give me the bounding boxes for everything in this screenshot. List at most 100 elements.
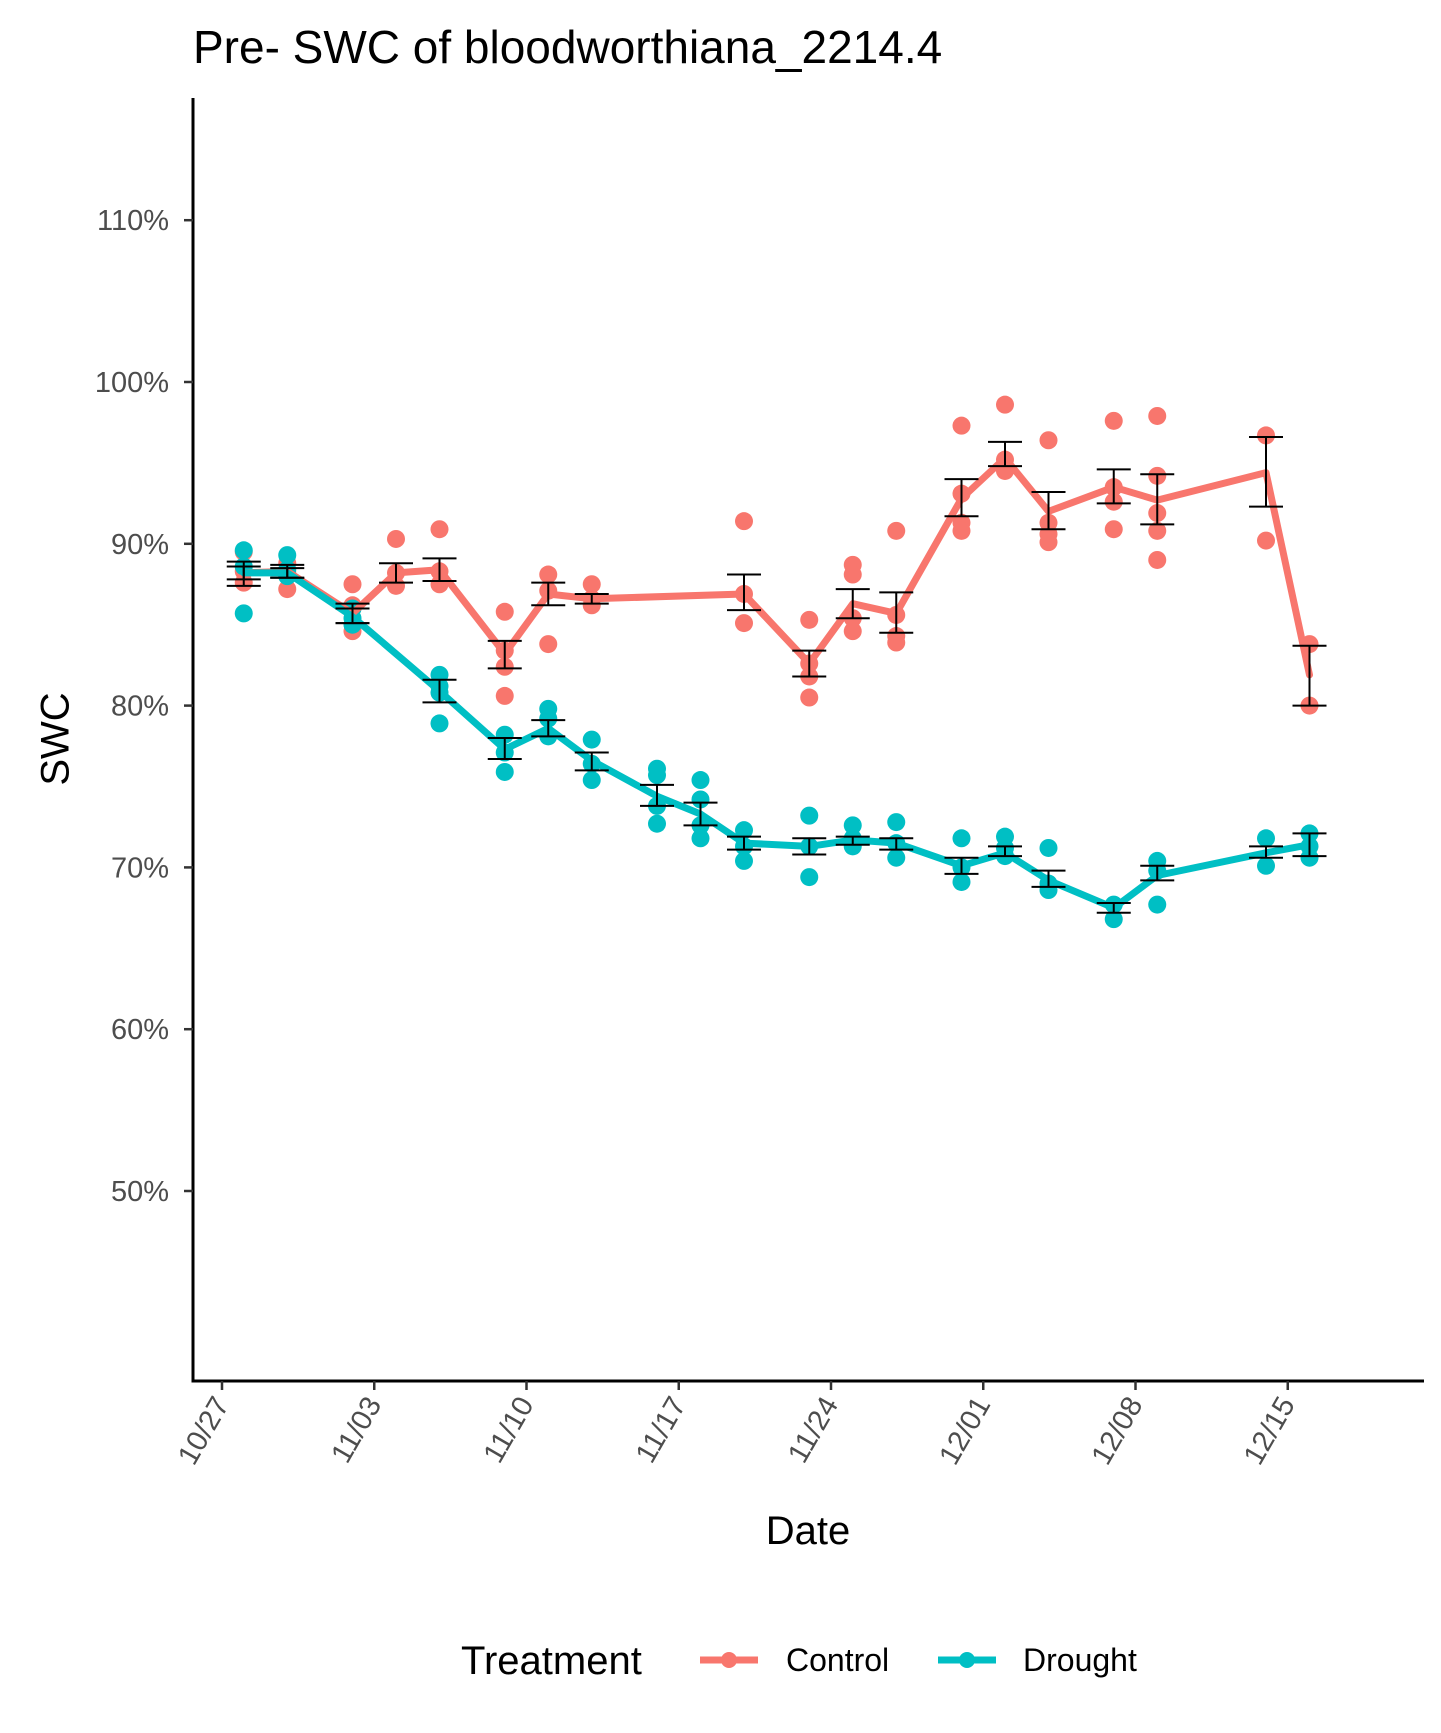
drought-error-bar [335, 607, 370, 625]
points-control [234, 395, 1319, 715]
control-observation-point [887, 521, 906, 540]
drought-error-bar [683, 801, 718, 827]
legend-item-drought: Drought [938, 1642, 1137, 1678]
drought-observation-point [495, 762, 514, 781]
control-error-bar [379, 562, 413, 584]
drought-error-bar [1249, 845, 1283, 859]
control-observation-point [887, 633, 906, 652]
drought-observation-point [539, 709, 558, 728]
control-observation-point [1148, 521, 1167, 540]
y-tick-label: 50% [111, 1176, 169, 1208]
drought-observation-point [800, 868, 819, 887]
y-tick-label: 80% [111, 691, 169, 723]
drought-error-bar [270, 567, 305, 579]
drought-error-bar [879, 837, 914, 851]
drought-error-bar [531, 719, 566, 738]
drought-observation-point [1257, 829, 1275, 848]
drought-observation-point [234, 604, 253, 623]
control-observation-point [952, 416, 971, 435]
control-error-bar [727, 573, 761, 612]
drought-observation-point [648, 766, 666, 785]
drought-observation-point [1039, 838, 1058, 857]
drought-error-bar [944, 856, 979, 875]
drought-observation-point [952, 872, 971, 891]
drought-observation-point [1257, 856, 1275, 875]
control-error-bar [1292, 644, 1327, 707]
drought-observation-point [887, 848, 906, 867]
control-error-bar [792, 649, 827, 678]
control-error-bar [487, 639, 522, 670]
control-observation-point [343, 575, 362, 594]
x-tick-label: 12/01 [933, 1392, 997, 1471]
control-observation-point [539, 565, 558, 584]
control-error-bar [1096, 468, 1131, 505]
drought-observation-point [800, 806, 819, 825]
control-observation-point [1039, 431, 1058, 450]
legend-key-control-point [721, 1652, 737, 1668]
drought-error-bar [422, 678, 457, 704]
drought-observation-point [952, 829, 971, 848]
drought-error-bar [487, 736, 522, 760]
x-tick-label: 11/17 [630, 1392, 693, 1469]
drought-error-bar [835, 835, 870, 846]
legend-label-control: Control [786, 1642, 889, 1678]
drought-error-bar [792, 837, 827, 856]
drought-error-bar [1096, 901, 1131, 914]
control-observation-point [495, 602, 514, 621]
drought-observation-point [735, 821, 753, 840]
control-error-bar [1031, 491, 1066, 531]
drought-error-bar [574, 751, 609, 772]
control-error-bar [835, 588, 870, 620]
control-observation-point [495, 686, 514, 705]
control-error-bar [1140, 473, 1175, 526]
control-observation-point [735, 512, 753, 531]
drought-error-bar [1292, 832, 1327, 858]
control-observation-point [735, 614, 753, 633]
control-observation-point [1257, 531, 1275, 550]
control-observation-point [1104, 520, 1123, 539]
legend-label-drought: Drought [1023, 1642, 1137, 1678]
x-tick-label: 12/08 [1086, 1392, 1150, 1471]
plot-area [226, 395, 1327, 929]
drought-observation-point [278, 546, 297, 565]
control-observation-point [278, 580, 297, 599]
drought-observation-point [691, 790, 710, 809]
x-axis-title: Date [766, 1509, 851, 1553]
y-axis-ticks: 50% 60% 70% 80% 90% 100% 110% [95, 205, 193, 1208]
drought-observation-point [234, 541, 253, 560]
y-tick-label: 70% [111, 852, 169, 884]
drought-observation-point [430, 714, 449, 733]
y-tick-label: 110% [97, 205, 169, 237]
drought-error-bar [727, 835, 761, 851]
legend-title: Treatment [461, 1639, 642, 1683]
drought-observation-point [735, 851, 753, 870]
control-observation-point [582, 575, 601, 594]
legend-item-control: Control [700, 1642, 889, 1678]
x-tick-label: 10/27 [172, 1392, 236, 1471]
drought-observation-point [691, 829, 710, 848]
errorbars-drought [226, 565, 1327, 914]
control-observation-point [1257, 426, 1275, 445]
y-tick-label: 60% [111, 1014, 169, 1046]
drought-observation-point [691, 771, 710, 790]
control-observation-point [539, 635, 558, 654]
chart-title: Pre- SWC of bloodworthiana_2214.4 [193, 21, 942, 73]
control-observation-point [1148, 406, 1167, 425]
control-observation-point [1039, 533, 1058, 552]
y-axis-title: SWC [34, 692, 78, 785]
x-tick-label: 12/15 [1238, 1392, 1302, 1471]
x-axis-ticks: 10/27 11/03 11/10 11/17 11/24 12/01 12/08 12/15 [172, 1381, 1302, 1470]
control-observation-point [387, 529, 405, 548]
drought-observation-point [1104, 910, 1123, 929]
control-error-bar [1249, 436, 1283, 508]
control-error-bar [879, 591, 914, 634]
legend: Treatment Control Drought [461, 1639, 1137, 1683]
drought-observation-point [495, 725, 514, 744]
drought-observation-point [1300, 848, 1319, 867]
drought-error-bar [988, 845, 1022, 858]
drought-observation-point [648, 814, 666, 833]
control-observation-point [800, 688, 819, 707]
drought-observation-point [582, 730, 601, 749]
drought-observation-point [1148, 895, 1167, 914]
x-tick-label: 11/03 [325, 1392, 388, 1469]
